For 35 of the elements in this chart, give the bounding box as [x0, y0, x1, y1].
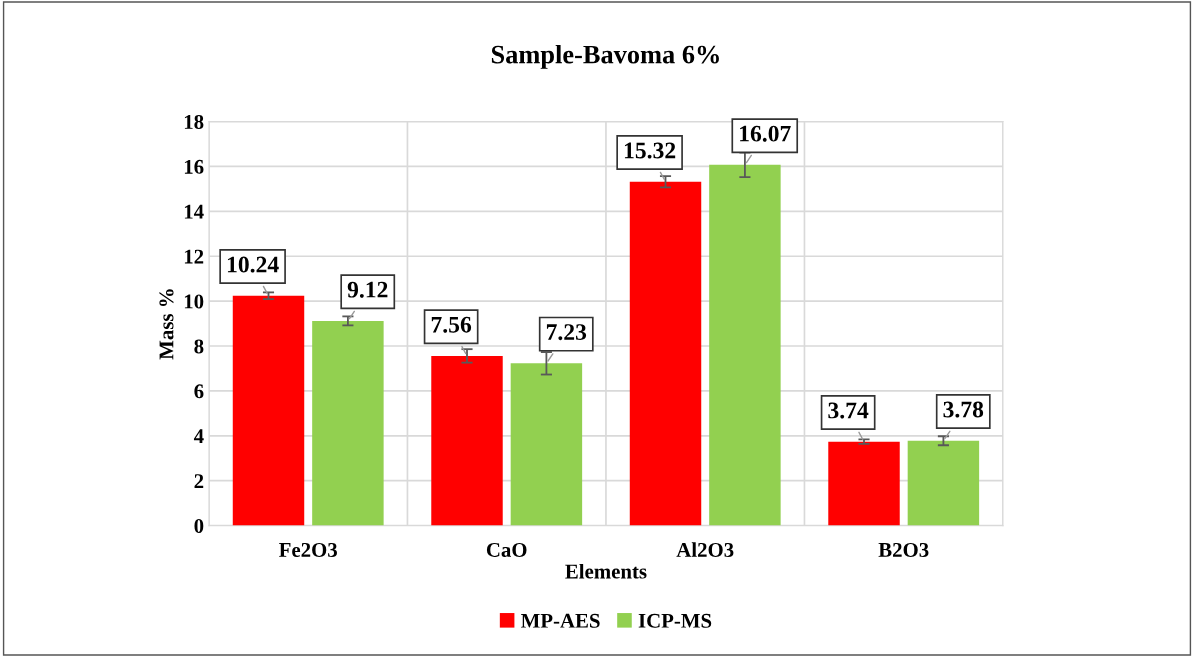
bar — [510, 363, 583, 526]
data-label: 3.78 — [943, 401, 984, 418]
y-tick-label: 12 — [184, 249, 204, 264]
bar — [431, 355, 503, 526]
y-tick-label: 8 — [194, 339, 204, 354]
y-tick-label: 4 — [193, 429, 204, 444]
chart-title: Sample-Bavoma 6% — [491, 44, 719, 69]
legend-label: ICP-MS — [638, 613, 712, 628]
bar — [312, 320, 384, 526]
data-label: 9.12 — [347, 281, 388, 298]
x-axis-title: Elements — [565, 563, 647, 579]
data-label: 15.32 — [624, 142, 676, 159]
y-tick-label: 0 — [194, 518, 204, 534]
data-label: 10.24 — [227, 256, 279, 273]
bar — [629, 181, 702, 526]
x-tick-label: Al2O3 — [676, 542, 734, 557]
bar — [907, 440, 980, 526]
legend-label: MP-AES — [521, 613, 600, 628]
bar — [828, 441, 900, 526]
y-tick-label: 10 — [184, 294, 204, 309]
y-axis-title: Mass % — [159, 289, 174, 360]
x-tick-label: CaO — [486, 542, 527, 557]
data-label: 7.23 — [546, 324, 587, 341]
y-tick-label: 14 — [184, 204, 204, 219]
y-tick-label: 16 — [184, 159, 204, 174]
data-label: 3.74 — [828, 402, 869, 419]
x-tick-label: Fe2O3 — [279, 542, 337, 557]
data-label: 16.07 — [740, 125, 791, 142]
y-tick-label: 18 — [184, 114, 204, 129]
x-tick-label: B2O3 — [878, 542, 929, 557]
data-label: 7.56 — [431, 316, 472, 333]
y-tick-label: 6 — [194, 384, 204, 399]
y-tick-label: 2 — [194, 474, 204, 488]
bar — [709, 164, 781, 526]
bar — [232, 295, 305, 526]
